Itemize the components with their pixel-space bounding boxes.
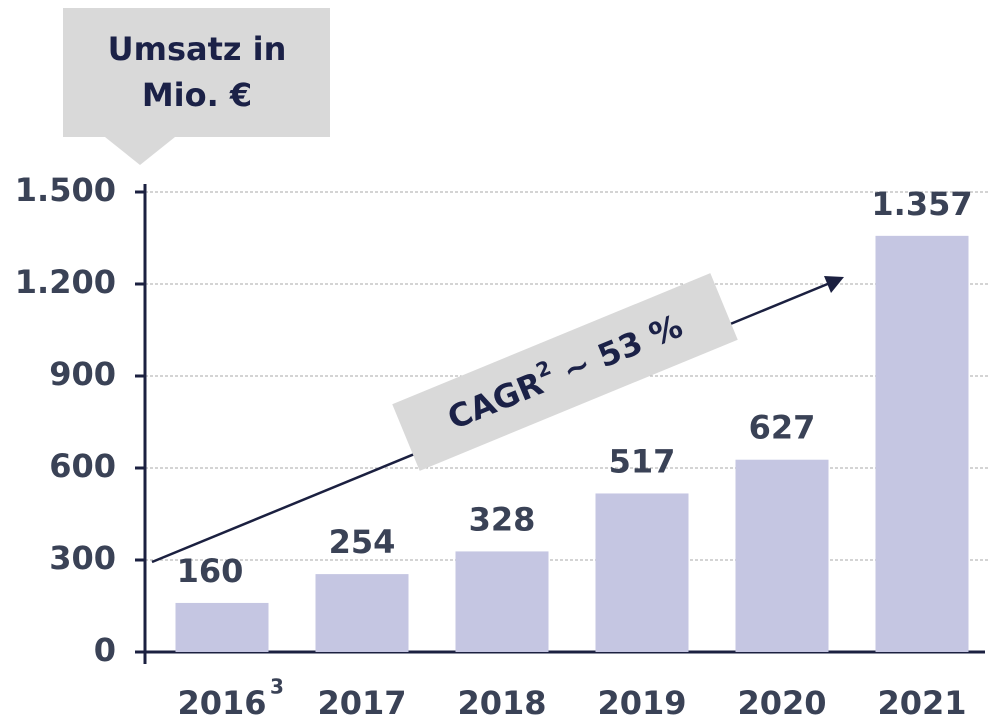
- annotation-box: [392, 273, 738, 471]
- x-tick-label: 2018: [457, 684, 546, 722]
- ylabel-pointer: [105, 137, 175, 165]
- x-tick-label: 2019: [597, 684, 686, 722]
- bar: [595, 493, 689, 652]
- y-tick-label: 900: [49, 355, 116, 393]
- x-tick-label: 2021: [877, 684, 966, 722]
- y-tick-label: 300: [49, 539, 116, 577]
- value-label: 627: [749, 409, 816, 447]
- ylabel-line: Umsatz in: [108, 30, 287, 68]
- bar: [875, 235, 969, 652]
- value-label: 160: [177, 552, 244, 590]
- value-label: 254: [329, 523, 396, 561]
- x-tick-label: 2017: [317, 684, 406, 722]
- y-tick-label: 1.200: [15, 263, 116, 301]
- arrow-head: [824, 276, 844, 293]
- value-label: 328: [469, 500, 536, 538]
- value-label: 517: [609, 442, 676, 480]
- value-label: 1.357: [871, 185, 972, 223]
- bar: [315, 574, 409, 652]
- x-tick-superscript: 3: [270, 675, 284, 699]
- y-tick-label: 0: [94, 631, 116, 669]
- ylabel-line: Mio. €: [142, 76, 252, 114]
- x-tick-label: 2020: [737, 684, 826, 722]
- bar: [735, 459, 829, 652]
- annotation: CAGR2 ~ 53 %: [392, 273, 738, 471]
- ylabel-box: [63, 8, 330, 137]
- y-tick-label: 1.500: [15, 171, 116, 209]
- x-tick-label: 2016: [177, 684, 266, 722]
- bar: [175, 602, 269, 652]
- bar: [455, 551, 549, 652]
- y-tick-label: 600: [49, 447, 116, 485]
